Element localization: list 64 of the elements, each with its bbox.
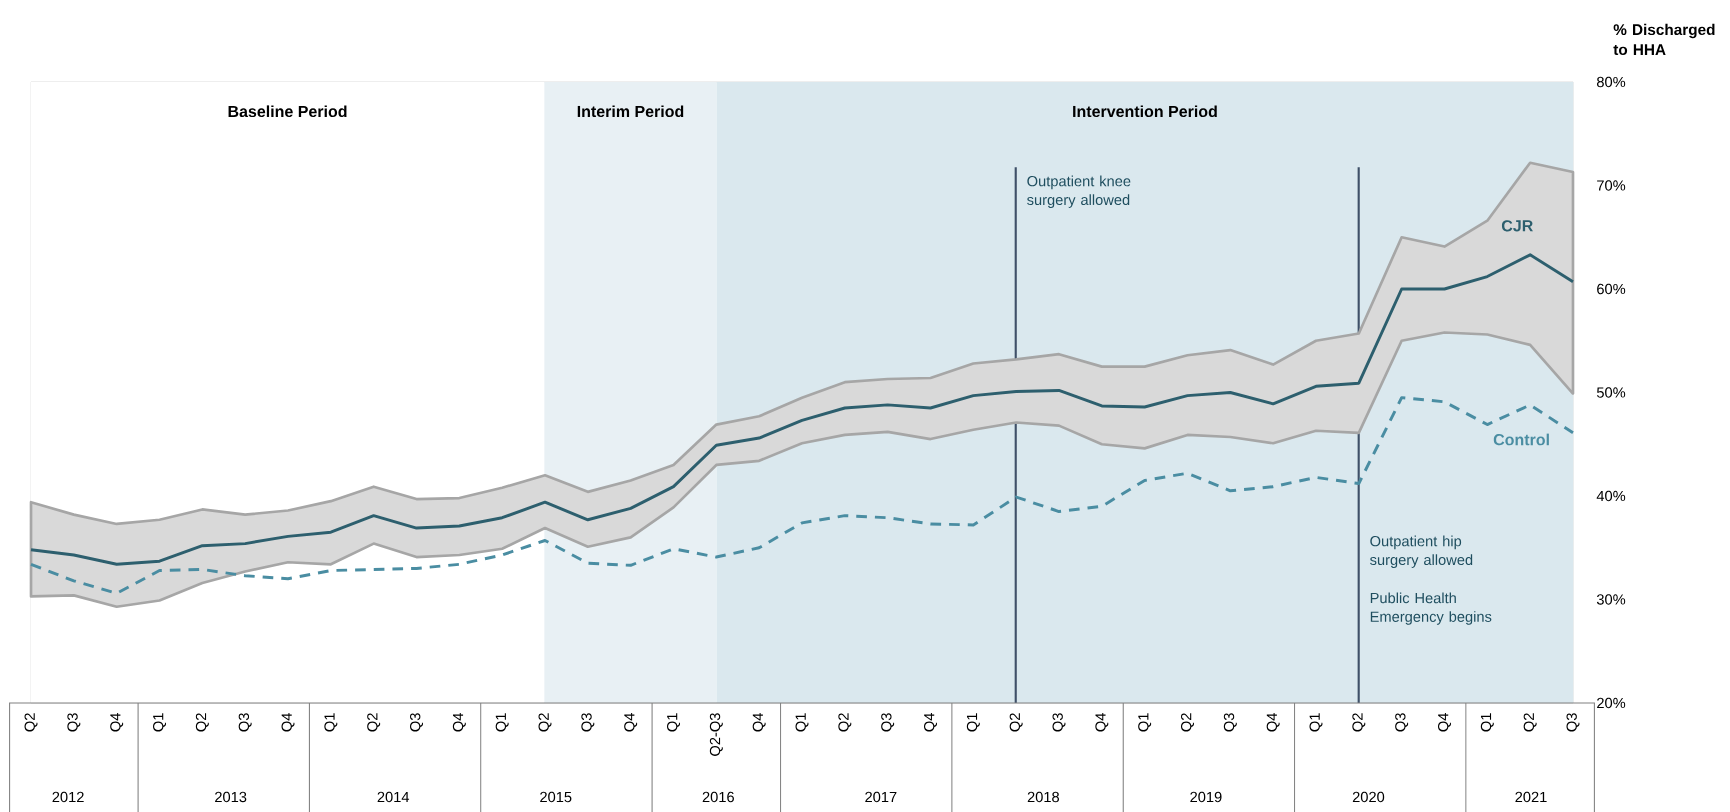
x-tick-label: Q4 — [624, 713, 638, 732]
x-tick-label: Q2 — [1181, 713, 1194, 732]
x-tick-label: Q3 — [1566, 713, 1580, 732]
x-tick-label: Q1 — [324, 713, 338, 732]
y-tick-label: 20% — [1597, 697, 1626, 709]
x-tick-label: Q1 — [495, 713, 509, 732]
x2-tick-label: 2020 — [1352, 791, 1385, 803]
y-tick-label: 70% — [1597, 180, 1626, 191]
x-tick-label: Q1 — [1480, 713, 1494, 732]
x-tick-label: Q2 — [838, 713, 852, 732]
x-tick-label: Q3 — [881, 713, 895, 732]
x-tick-label: Q1 — [153, 713, 167, 732]
x-tick-label: Q2 — [1009, 713, 1023, 732]
x-tick-label: Q2 — [1352, 713, 1366, 732]
x2-tick-label: 2012 — [52, 791, 84, 803]
y-axis-title: % Discharged to HHA — [1613, 23, 1715, 56]
x2-tick-label: 2019 — [1190, 791, 1222, 803]
x-tick-label: Q3 — [410, 713, 423, 732]
x-tick-label: Q4 — [452, 713, 466, 732]
x-tick-label: Q1 — [795, 713, 809, 732]
series-label: Control — [1493, 433, 1549, 446]
series-label: CJR — [1501, 220, 1533, 232]
ref-line-label: Outpatient hip surgery allowed — [1370, 535, 1473, 568]
x-tick-label: Q4 — [1095, 713, 1109, 732]
y-tick-label: 60% — [1597, 283, 1626, 295]
x2-tick-label: 2018 — [1027, 791, 1060, 803]
x-tick-label: Q4 — [752, 713, 766, 732]
line-series — [29, 253, 1575, 566]
x-tick-label: Q2 — [195, 713, 209, 732]
x-tick-label: Q3 — [1395, 713, 1409, 732]
x-tick-label: Q3 — [1052, 713, 1066, 732]
x-tick-label: Q1 — [1309, 713, 1323, 732]
x-tick-label: Q3 — [238, 713, 252, 732]
annotation: Public Health Emergency begins — [1370, 592, 1492, 625]
band-label: Intervention Period — [1073, 105, 1217, 118]
x2-tick-label: 2014 — [377, 791, 410, 803]
x-tick-label: Q2 — [367, 713, 381, 732]
x2-tick-label: 2013 — [215, 791, 247, 803]
x-tick-label: Q3 — [1223, 713, 1237, 732]
x-tick-label: Q1 — [667, 713, 680, 732]
x-tick-label: Q2 — [1523, 713, 1537, 732]
x-tick-label: Q1 — [966, 713, 980, 732]
x-tick-label: Q2 — [24, 713, 38, 732]
x2-tick-label: 2017 — [865, 791, 897, 803]
x2-tick-label: 2015 — [540, 791, 572, 803]
y-tick-label: 40% — [1596, 490, 1626, 502]
ref-line-label: Outpatient knee surgery allowed — [1027, 175, 1131, 208]
y-tick-label: 30% — [1596, 594, 1626, 605]
x-tick-label: Q4 — [1437, 713, 1451, 732]
x-tick-label: Q4 — [924, 713, 937, 732]
x-tick-label: Q4 — [1266, 713, 1280, 732]
x-tick-label: Q4 — [110, 713, 124, 732]
x-tick-label: Q1 — [1138, 713, 1152, 732]
y-tick-label: 50% — [1596, 387, 1626, 398]
y-tick-label: 80% — [1596, 76, 1626, 88]
band-label: Baseline Period — [228, 105, 347, 118]
band-label: Interim Period — [577, 105, 684, 118]
x2-tick-label: 2016 — [702, 791, 734, 803]
x2-tick-label: 2021 — [1515, 791, 1547, 803]
x-tick-label: Q3 — [581, 713, 595, 732]
x-tick-label: Q2 — [538, 713, 552, 732]
x-tick-label: Q3 — [67, 713, 81, 732]
x-tick-label: Q4 — [281, 713, 295, 732]
x-tick-label: Q2-Q3 — [709, 713, 723, 756]
